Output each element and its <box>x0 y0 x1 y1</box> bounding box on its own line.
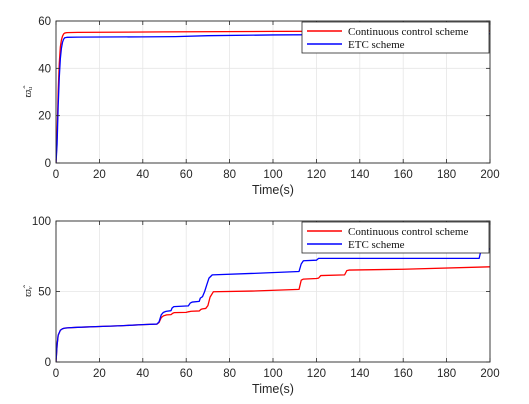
chart2-xtick-label-10: 200 <box>480 368 499 380</box>
chart1-ytick-label-1: 20 <box>38 111 51 123</box>
chart2: 0 20 40 60 80 100 120 140 160 180 200 0 50 100 Time(s)… <box>22 216 500 396</box>
chart1-ytick-label-0: 0 <box>45 158 51 170</box>
chart2-xtick-label-1: 20 <box>93 368 106 380</box>
chart1-ytick-label-2: 40 <box>38 63 51 75</box>
chart1-xtick-label-2: 40 <box>136 169 149 181</box>
chart2-legend-label-continuous: Continuous control scheme <box>348 226 468 238</box>
chart2-xtick-label-5: 100 <box>263 368 282 380</box>
chart1-xtick-label-8: 160 <box>394 169 413 181</box>
chart1-xtick-label-6: 120 <box>307 169 326 181</box>
chart1-ylabel: ϖ̂ᵤ <box>22 85 34 98</box>
chart2-xtick-label-4: 80 <box>223 368 236 380</box>
chart2-xtick-label-2: 40 <box>136 368 149 380</box>
chart2-legend-box <box>301 221 490 254</box>
chart1-legend-box <box>301 21 490 54</box>
chart1-xtick-label-5: 100 <box>263 169 282 181</box>
chart1-legend-label-continuous: Continuous control scheme <box>348 26 468 38</box>
chart2-xtick-label-9: 180 <box>437 368 456 380</box>
chart2-ytick-label-1: 50 <box>38 287 51 299</box>
chart1-xtick-label-10: 200 <box>480 169 499 181</box>
chart1-xtick-label-1: 20 <box>93 169 106 181</box>
chart2-series-etc-line <box>56 248 490 362</box>
chart1-ytick-label-3: 60 <box>38 16 51 28</box>
chart2-xtick-label-6: 120 <box>307 368 326 380</box>
chart1-xtick-label-9: 180 <box>437 169 456 181</box>
chart2-xtick-label-3: 60 <box>180 368 193 380</box>
chart2-ytick-label-0: 0 <box>45 357 51 369</box>
chart2-ytick-label-2: 100 <box>32 216 51 228</box>
chart1-xtick-label-3: 60 <box>180 169 193 181</box>
chart1-series-etc-line <box>56 33 490 163</box>
chart2-ylabel: ϖ̂ᵥ <box>22 284 34 297</box>
chart2-xtick-label-7: 140 <box>350 368 369 380</box>
chart2-xtick-label-8: 160 <box>394 368 413 380</box>
chart1-xtick-label-0: 0 <box>53 169 59 181</box>
chart1-xtick-label-4: 80 <box>223 169 236 181</box>
chart2-legend-label-etc: ETC scheme <box>348 239 405 251</box>
chart2-xtick-label-0: 0 <box>53 368 59 380</box>
chart1-legend-label-etc: ETC scheme <box>348 39 405 51</box>
chart2-xlabel: Time(s) <box>252 382 294 396</box>
chart1-xtick-label-7: 140 <box>350 169 369 181</box>
chart1: 0 20 40 60 80 100 120 140 160 180 200 0 20 40 60 Time(s… <box>22 16 500 197</box>
chart1-xlabel: Time(s) <box>252 183 294 197</box>
